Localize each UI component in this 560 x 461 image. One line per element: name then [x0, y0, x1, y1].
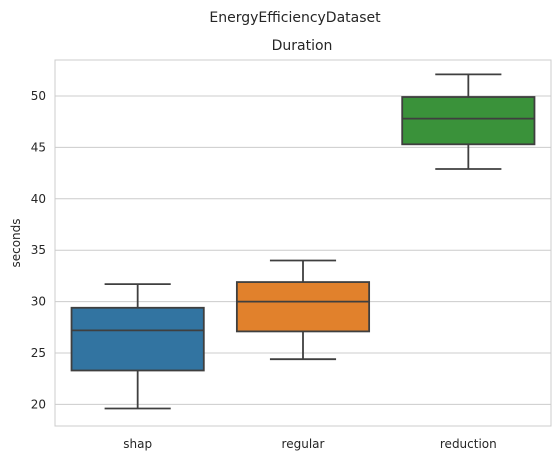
boxplot-regular — [235, 259, 371, 361]
y-tick-label: 30 — [31, 295, 46, 309]
x-tick-label: regular — [282, 437, 325, 451]
y-axis-ticks: 20 25 30 35 40 45 50 — [31, 89, 46, 411]
y-tick-label: 45 — [31, 140, 46, 154]
box-iqr — [235, 281, 371, 333]
boxplot-shap — [70, 283, 205, 410]
axes-frame — [54, 59, 552, 427]
y-tick-label: 20 — [31, 397, 46, 411]
y-tick-label: 35 — [31, 243, 46, 257]
x-tick-label: reduction — [440, 437, 497, 451]
y-tick-label: 50 — [31, 89, 46, 103]
y-tick-label: 25 — [31, 346, 46, 360]
figure-suptitle: EnergyEfficiencyDataset — [209, 10, 381, 26]
box-iqr — [401, 96, 536, 146]
boxplot-reduction — [401, 73, 536, 170]
boxplots — [70, 73, 536, 410]
y-axis-label: seconds — [9, 218, 23, 267]
box-iqr — [70, 306, 205, 372]
plot-area — [54, 59, 552, 427]
y-tick-label: 40 — [31, 192, 46, 206]
chart-title: Duration — [272, 38, 333, 54]
x-axis-ticks: shap regular reduction — [123, 437, 497, 451]
x-tick-label: shap — [123, 437, 152, 451]
